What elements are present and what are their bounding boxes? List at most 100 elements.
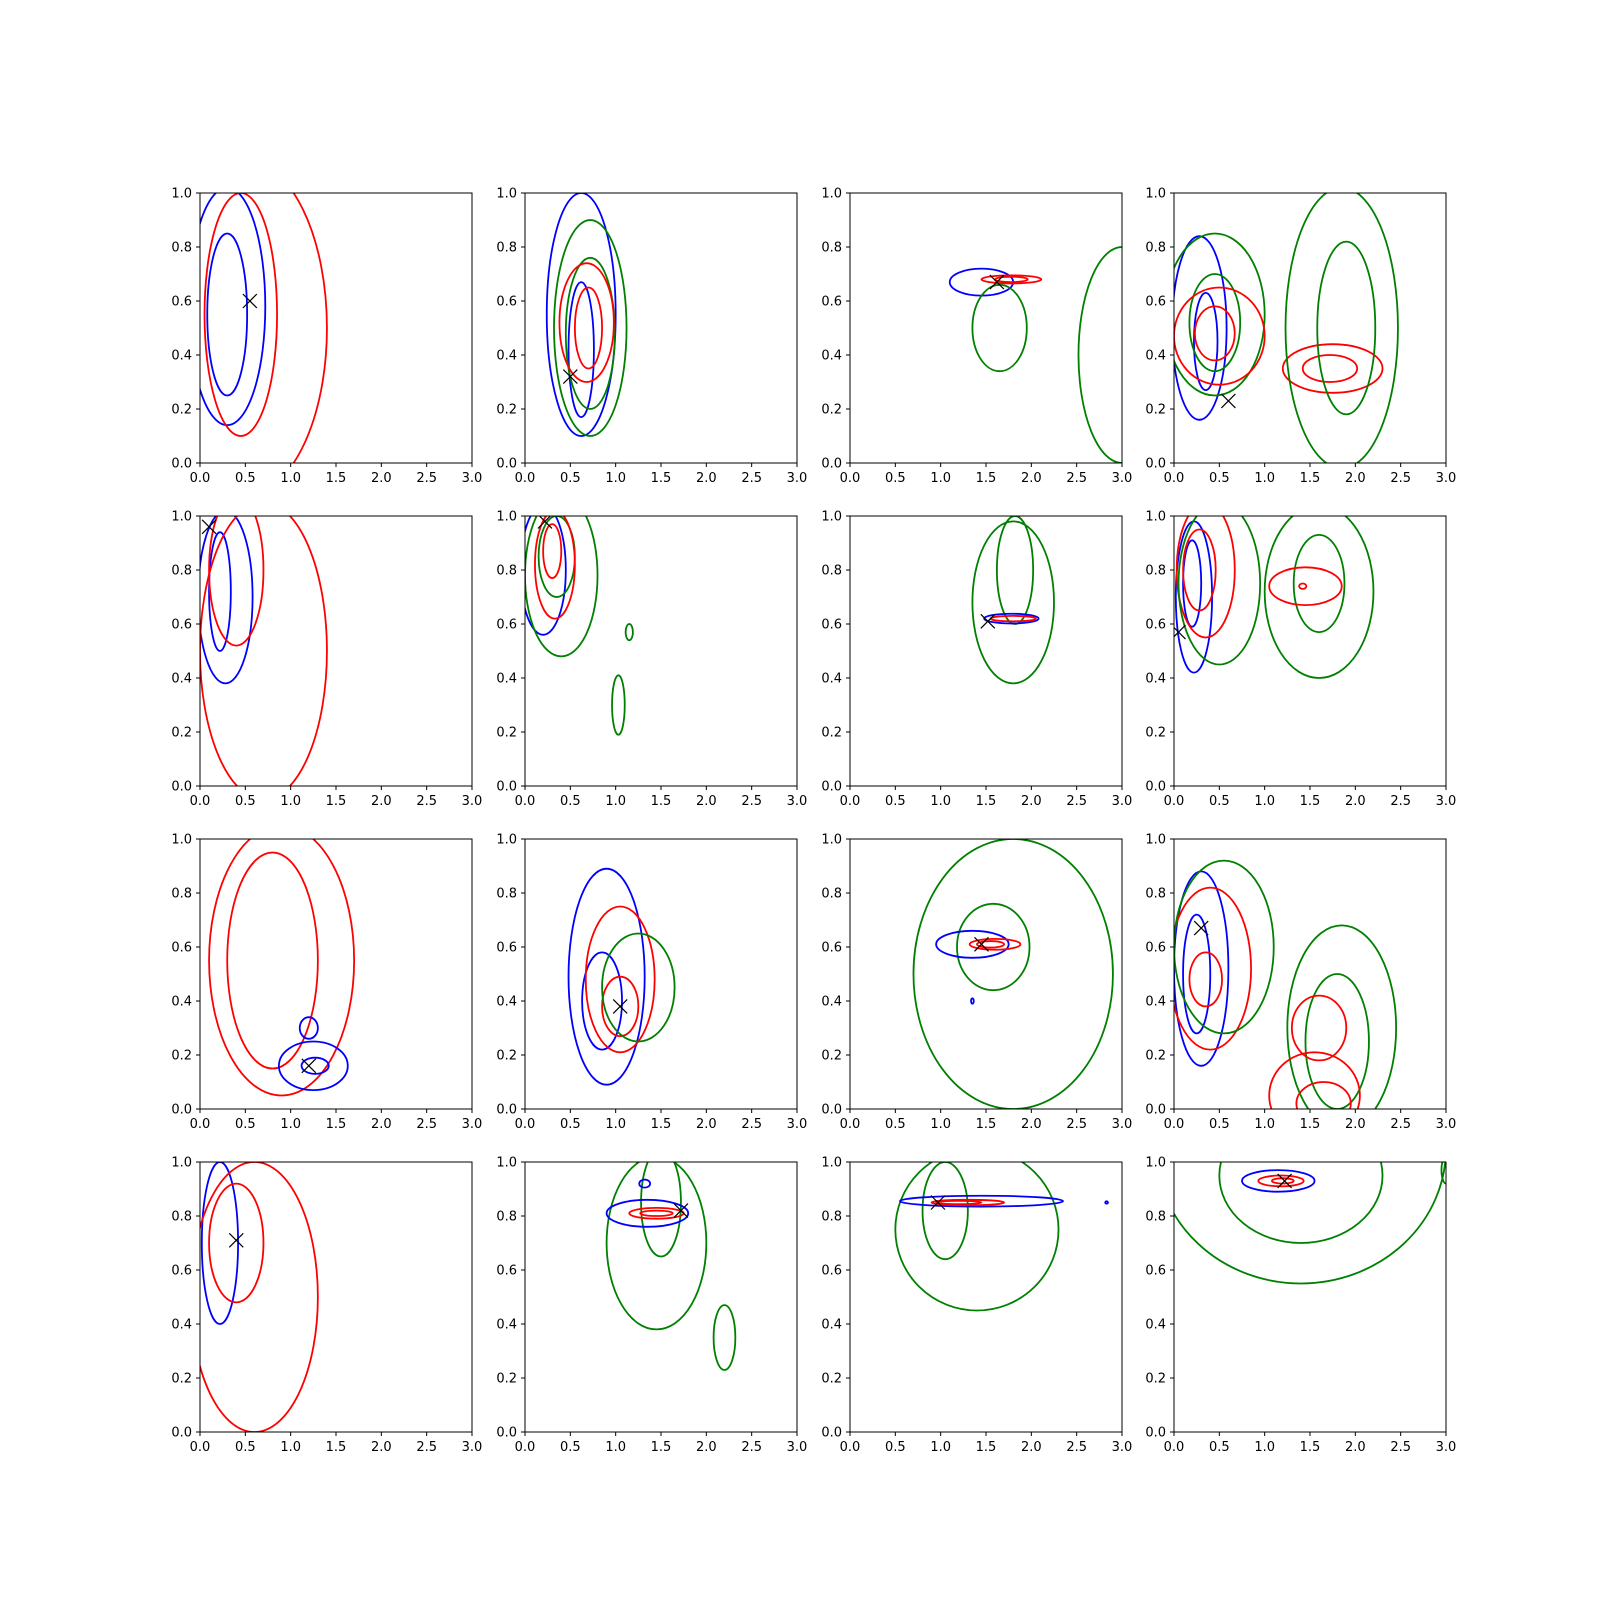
x-marker-stroke-2 [930, 1195, 946, 1210]
plot-area [971, 516, 1055, 685]
x-tick-label: 3.0 [462, 1117, 483, 1132]
x-tick-label: 0.5 [235, 794, 256, 809]
y-tick-label: 0.4 [496, 995, 517, 1010]
plot-area [1174, 516, 1375, 679]
x-tick-label: 0.5 [885, 1440, 906, 1455]
x-marker [930, 1195, 946, 1210]
y-tick-label: 0.6 [821, 941, 842, 956]
x-tick-label: 2.0 [696, 1117, 717, 1132]
red-contour-1 [208, 839, 356, 1097]
plot-area [200, 516, 328, 786]
x-tick-label: 1.0 [605, 471, 626, 486]
y-tick-label: 0.8 [821, 564, 842, 579]
red-contour-4 [1188, 951, 1223, 1008]
x-tick-label: 2.0 [371, 1440, 392, 1455]
x-tick-label: 1.0 [280, 471, 301, 486]
panel-r1-c3: 0.0 0.5 1.0 1.5 2.0 2.5 3.0 0.0 0.2 0.4 0.6 0.8 1.0 [821, 187, 1133, 487]
x-marker-stroke-2 [1193, 920, 1209, 936]
panel-r2-c4: 0.0 0.5 1.0 1.5 2.0 2.5 3.0 0.0 0.2 0.4 0.6 0.8 1.0 [1145, 510, 1456, 810]
x-tick-label: 1.0 [930, 794, 951, 809]
y-tick-label: 0.4 [1145, 672, 1166, 687]
x-tick-label: 2.0 [696, 1440, 717, 1455]
x-tick-label: 2.5 [741, 1117, 762, 1132]
x-marker-stroke-2 [228, 1232, 244, 1248]
y-tick-label: 0.8 [821, 887, 842, 902]
x-tick-label: 1.0 [280, 794, 301, 809]
x-tick-label: 2.5 [1390, 1117, 1411, 1132]
y-tick-label: 0.4 [171, 349, 192, 364]
blue-contour-1 [525, 516, 567, 636]
y-tick-label: 0.4 [496, 1318, 517, 1333]
green-contour-3 [1174, 232, 1266, 397]
blue-contour-1 [200, 1162, 239, 1325]
panel-r4-c4: 0.0 0.5 1.0 1.5 2.0 2.5 3.0 0.0 0.2 0.4 0.6 0.8 1.0 [1145, 1156, 1456, 1456]
x-tick-label: 0.0 [515, 1440, 536, 1455]
x-tick-label: 3.0 [787, 1440, 808, 1455]
y-tick-label: 0.2 [171, 1372, 192, 1387]
panel-r1-c1: 0.0 0.5 1.0 1.5 2.0 2.5 3.0 0.0 0.2 0.4 0.6 0.8 1.0 [171, 187, 482, 487]
y-tick-label: 0.8 [1145, 1210, 1166, 1225]
y-tick-label: 1.0 [496, 833, 517, 848]
y-tick-label: 0.0 [821, 457, 842, 472]
blue-contour-6 [970, 997, 975, 1005]
y-tick-label: 1.0 [496, 1156, 517, 1171]
blue-contour-5 [298, 1016, 319, 1040]
x-tick-label: 3.0 [787, 794, 808, 809]
x-tick-label: 2.0 [371, 471, 392, 486]
red-contour-4 [203, 193, 278, 437]
x-tick-label: 0.0 [840, 471, 861, 486]
green-contour-2 [640, 1162, 682, 1258]
x-tick-label: 0.5 [885, 471, 906, 486]
y-tick-label: 0.0 [171, 780, 192, 795]
x-marker-stroke-2 [974, 936, 989, 952]
y-tick-label: 1.0 [821, 833, 842, 848]
x-tick-label: 2.5 [741, 1440, 762, 1455]
x-tick-label: 0.0 [190, 794, 211, 809]
x-tick-label: 1.0 [280, 1440, 301, 1455]
blue-contour-1 [1174, 235, 1228, 421]
red-contour-4 [208, 516, 265, 647]
y-tick-label: 0.8 [1145, 887, 1166, 902]
y-tick-label: 0.2 [496, 403, 517, 418]
red-contour-3 [292, 193, 328, 463]
blue-contour-2 [206, 232, 249, 397]
y-tick-label: 0.4 [821, 672, 842, 687]
y-tick-label: 0.6 [1145, 295, 1166, 310]
red-contour-6 [1271, 1177, 1295, 1185]
red-contour-3 [584, 905, 656, 1054]
y-tick-label: 0.4 [171, 1318, 192, 1333]
y-tick-label: 0.4 [821, 349, 842, 364]
x-tick-label: 2.0 [1021, 1117, 1042, 1132]
blue-contour-3 [277, 1040, 349, 1091]
x-tick-label: 1.0 [280, 1117, 301, 1132]
panel-r1-c2: 0.0 0.5 1.0 1.5 2.0 2.5 3.0 0.0 0.2 0.4 0.6 0.8 1.0 [496, 187, 807, 487]
x-marker [562, 369, 578, 385]
red-contour-5 [935, 1199, 983, 1206]
x-tick-label: 2.5 [416, 471, 437, 486]
red-contour-3 [994, 275, 1029, 283]
y-tick-label: 0.2 [1145, 1372, 1166, 1387]
green-contour-2 [921, 1162, 969, 1261]
x-marker [1193, 920, 1209, 936]
green-contour-5 [1174, 859, 1275, 1035]
x-tick-label: 0.0 [515, 1117, 536, 1132]
blue-contour-4 [300, 1056, 330, 1075]
x-tick-label: 0.5 [1209, 1117, 1230, 1132]
x-marker-stroke-2 [612, 998, 628, 1014]
y-tick-label: 0.6 [1145, 1264, 1166, 1279]
x-tick-label: 1.0 [1254, 1440, 1275, 1455]
red-contour-2 [980, 274, 1043, 285]
red-contour-4 [1182, 528, 1217, 612]
x-tick-label: 0.5 [560, 1440, 581, 1455]
y-tick-label: 0.4 [496, 349, 517, 364]
x-marker [612, 998, 628, 1014]
blue-contour-1 [200, 516, 254, 685]
x-tick-label: 3.0 [1112, 471, 1133, 486]
panel-r2-c2: 0.0 0.5 1.0 1.5 2.0 2.5 3.0 0.0 0.2 0.4 0.6 0.8 1.0 [496, 510, 808, 810]
x-tick-label: 1.5 [326, 471, 347, 486]
x-marker [537, 516, 553, 529]
y-tick-label: 1.0 [496, 510, 517, 525]
green-contour-7 [1292, 534, 1346, 634]
green-contour-6 [1286, 924, 1398, 1109]
